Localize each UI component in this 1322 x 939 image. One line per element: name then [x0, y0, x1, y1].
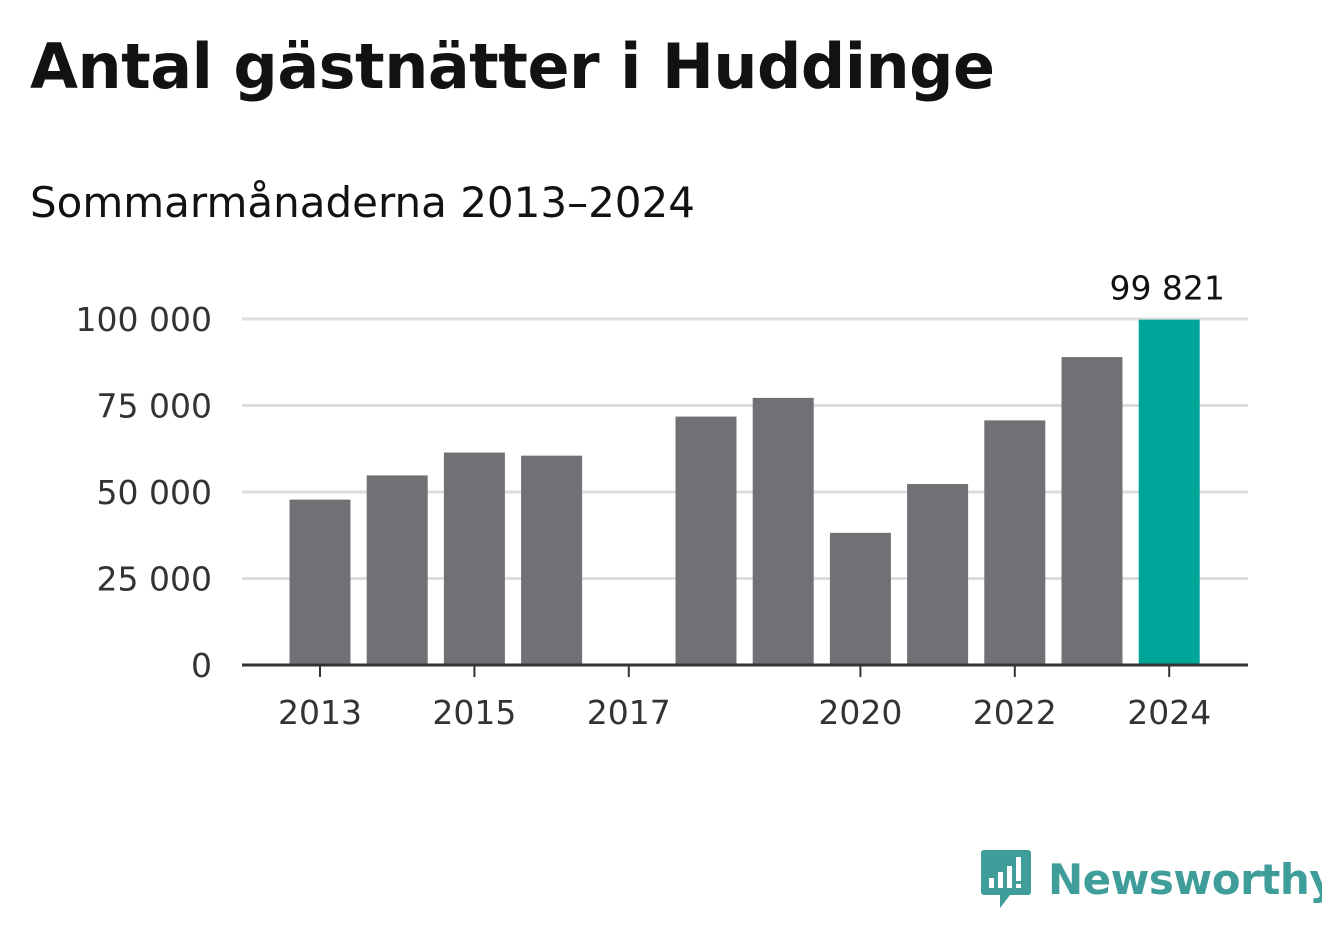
bar-2016 [521, 455, 583, 665]
logo-text: Newsworthy [1048, 854, 1322, 904]
x-tick-label: 2013 [278, 693, 362, 732]
x-axis [242, 663, 1248, 677]
bar-2023 [1061, 357, 1123, 665]
y-tick-label: 100 000 [76, 300, 212, 339]
bar-2018 [675, 416, 737, 665]
bar-2021 [907, 484, 969, 665]
chart-subtitle: Sommarmånaderna 2013–2024 [30, 178, 695, 227]
newsworthy-logo: Newsworthy [980, 848, 1322, 910]
bar-chart-speech-bubble-icon [981, 850, 1031, 908]
x-tick-label: 2017 [587, 693, 671, 732]
x-tick-label: 2020 [818, 693, 902, 732]
bars [289, 319, 1200, 665]
x-tick-label: 2024 [1127, 693, 1211, 732]
bar-2020 [829, 532, 891, 665]
y-tick-label: 75 000 [97, 387, 212, 426]
bar-2022 [984, 420, 1046, 665]
data-label: 99 821 [1109, 269, 1224, 308]
tick-labels: 0 25 000 50 000 75 000 100 000 99 821 2013 2015… [76, 269, 1225, 732]
bar-2019 [752, 397, 814, 665]
bar-2024 [1138, 319, 1200, 665]
y-tick-label: 25 000 [97, 560, 212, 599]
chart-title: Antal gästnätter i Huddinge [30, 30, 995, 103]
y-tick-label: 50 000 [97, 473, 212, 512]
x-tick-label: 2022 [973, 693, 1057, 732]
bar-2015 [443, 452, 505, 665]
x-tick-label: 2015 [432, 693, 516, 732]
bar-2013 [289, 499, 351, 665]
y-tick-label: 0 [191, 646, 212, 685]
bar-2014 [366, 475, 428, 665]
